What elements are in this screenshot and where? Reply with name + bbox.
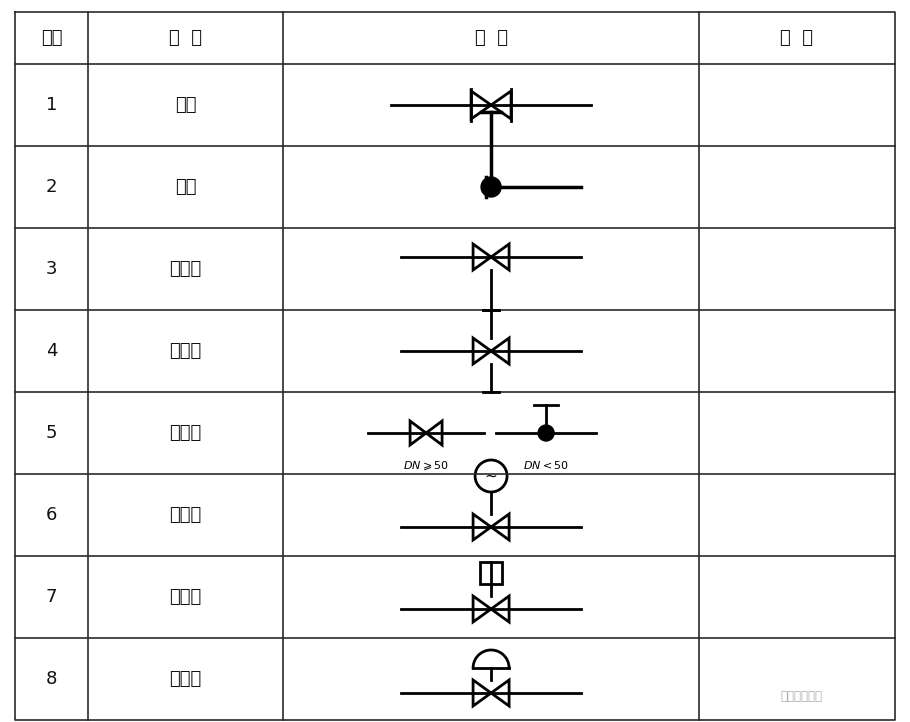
Text: 备  注: 备 注 bbox=[781, 29, 814, 47]
Text: 四通阀: 四通阀 bbox=[169, 342, 202, 360]
Text: 液动阀: 液动阀 bbox=[169, 588, 202, 606]
Text: 角阀: 角阀 bbox=[175, 178, 197, 196]
Bar bbox=[480, 562, 502, 584]
Text: 给排水设计圈: 给排水设计圈 bbox=[781, 690, 823, 703]
Text: 5: 5 bbox=[46, 424, 57, 442]
Text: 气动阀: 气动阀 bbox=[169, 670, 202, 688]
Text: 7: 7 bbox=[46, 588, 57, 606]
Text: 1: 1 bbox=[46, 96, 57, 114]
Circle shape bbox=[481, 177, 501, 197]
Text: $DN<50$: $DN<50$ bbox=[523, 459, 569, 471]
Text: 3: 3 bbox=[46, 260, 57, 278]
Circle shape bbox=[538, 425, 554, 441]
Text: 截止阀: 截止阀 bbox=[169, 424, 202, 442]
Text: 序号: 序号 bbox=[41, 29, 62, 47]
Text: 电动阀: 电动阀 bbox=[169, 506, 202, 524]
Text: 三通阀: 三通阀 bbox=[169, 260, 202, 278]
Text: $DN\geqslant50$: $DN\geqslant50$ bbox=[403, 459, 449, 471]
Text: 8: 8 bbox=[46, 670, 57, 688]
Text: ~: ~ bbox=[485, 469, 498, 484]
Text: 闸阀: 闸阀 bbox=[175, 96, 197, 114]
Text: 6: 6 bbox=[46, 506, 57, 524]
Text: 4: 4 bbox=[46, 342, 57, 360]
Text: 名  称: 名 称 bbox=[169, 29, 202, 47]
Text: 2: 2 bbox=[46, 178, 57, 196]
Text: 图  例: 图 例 bbox=[475, 29, 508, 47]
